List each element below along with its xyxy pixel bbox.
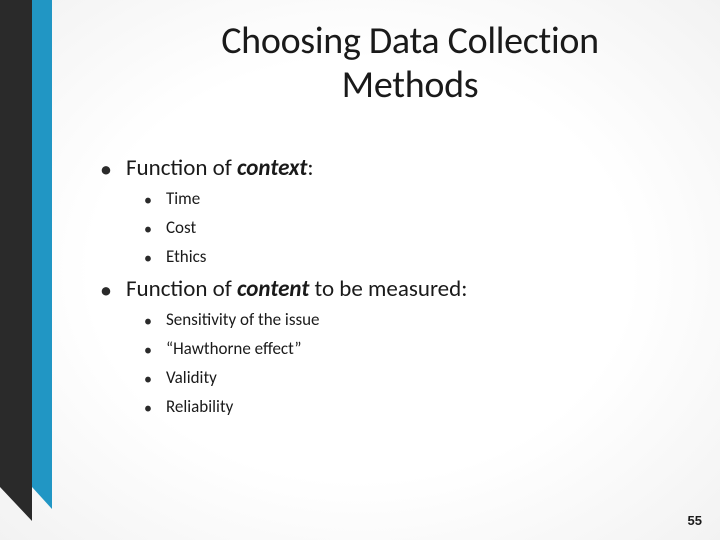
bullet-dot-icon: •: [144, 343, 152, 359]
page-number: 55: [688, 513, 702, 528]
bullet-dot-icon: •: [144, 193, 152, 209]
bullet-level2: • Ethics: [144, 246, 660, 267]
bullet-text: Reliability: [166, 396, 233, 417]
bullet-level2: • Reliability: [144, 396, 660, 417]
bullet-level2: • Sensitivity of the issue: [144, 309, 660, 330]
bullet-text: Function of content to be measured:: [126, 275, 467, 303]
bullet-text-suffix: :: [307, 154, 313, 182]
bullet-level1: • Function of context:: [100, 154, 660, 182]
bullet-text: Function of context:: [126, 154, 314, 182]
bullet-dot-icon: •: [144, 222, 152, 238]
bullet-text: Validity: [166, 367, 217, 388]
bullet-text: “Hawthorne effect”: [166, 338, 302, 359]
bullet-dot-icon: •: [100, 158, 112, 182]
bullet-dot-icon: •: [144, 314, 152, 330]
left-bar-dark: [0, 0, 32, 487]
bullet-dot-icon: •: [144, 372, 152, 388]
bullet-level2: • “Hawthorne effect”: [144, 338, 660, 359]
bullet-text-emph: content: [237, 275, 309, 303]
bullet-text: Cost: [166, 217, 196, 238]
bullet-text: Time: [166, 188, 200, 209]
bullet-text-emph: context: [237, 154, 307, 182]
bullet-text: Ethics: [166, 246, 206, 267]
bullet-level2: • Validity: [144, 367, 660, 388]
bullet-text-prefix: Function of: [126, 275, 237, 303]
bullet-level2: • Time: [144, 188, 660, 209]
slide: Choosing Data Collection Methods • Funct…: [0, 0, 720, 540]
left-bar-accent-triangle: [32, 487, 52, 509]
bullet-level2: • Cost: [144, 217, 660, 238]
bullet-dot-icon: •: [144, 251, 152, 267]
slide-content: • Function of context: • Time • Cost • E…: [100, 152, 660, 425]
bullet-text: Sensitivity of the issue: [166, 309, 320, 330]
bullet-text-prefix: Function of: [126, 154, 237, 182]
left-bar-accent: [32, 0, 52, 487]
left-bar-dark-triangle: [0, 487, 32, 521]
slide-title: Choosing Data Collection Methods: [160, 20, 660, 107]
bullet-dot-icon: •: [100, 279, 112, 303]
bullet-dot-icon: •: [144, 401, 152, 417]
bullet-level1: • Function of content to be measured:: [100, 275, 660, 303]
bullet-text-suffix: to be measured:: [309, 275, 467, 303]
